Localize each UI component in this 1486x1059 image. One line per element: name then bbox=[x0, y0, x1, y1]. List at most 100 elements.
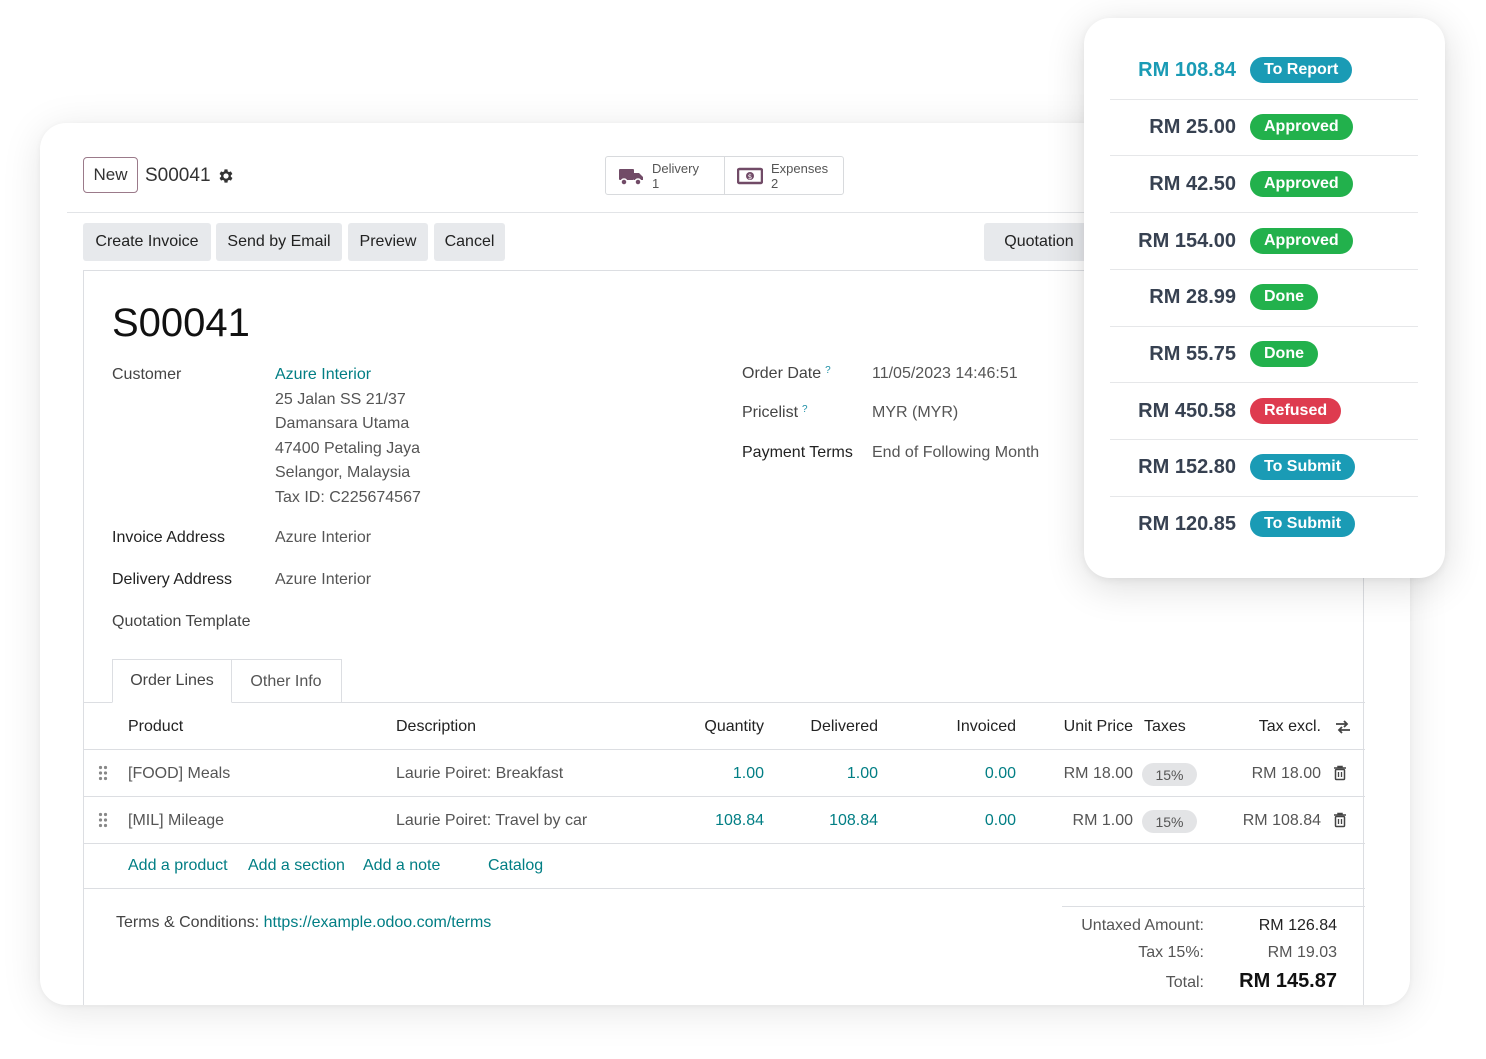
subtotal-cell: RM 18.00 bbox=[1251, 765, 1321, 782]
terms-label: Terms & Conditions: bbox=[116, 914, 260, 931]
pricelist-field[interactable]: MYR (MYR) bbox=[872, 404, 959, 421]
status-badge: Refused bbox=[1250, 398, 1342, 424]
send-by-email-button[interactable]: Send by Email bbox=[216, 223, 342, 261]
tab-divider bbox=[84, 702, 1365, 703]
row-divider bbox=[1110, 496, 1418, 497]
trash-icon[interactable] bbox=[1333, 812, 1347, 828]
expense-row[interactable]: RM 42.50 Approved bbox=[1110, 156, 1418, 212]
delivered-cell[interactable]: 1.00 bbox=[846, 765, 878, 782]
gear-icon[interactable] bbox=[217, 167, 235, 185]
row-divider bbox=[1110, 382, 1418, 383]
expense-row[interactable]: RM 28.99 Done bbox=[1110, 269, 1418, 325]
row-divider bbox=[84, 749, 1365, 750]
invoice-address-field[interactable]: Azure Interior bbox=[275, 529, 372, 546]
row-divider bbox=[1110, 212, 1418, 213]
expense-amount: RM 154.00 bbox=[1138, 229, 1236, 252]
quotation-template-label: Quotation Template bbox=[112, 613, 251, 630]
expense-row[interactable]: RM 25.00 Approved bbox=[1110, 99, 1418, 155]
tax-label: Tax 15%: bbox=[1138, 944, 1204, 961]
help-icon[interactable]: ? bbox=[802, 404, 808, 415]
expense-row[interactable]: RM 55.75 Done bbox=[1110, 326, 1418, 382]
tab-other-info[interactable]: Other Info bbox=[231, 659, 342, 703]
totals-divider bbox=[1062, 906, 1365, 907]
col-description[interactable]: Description bbox=[396, 718, 477, 735]
create-invoice-button[interactable]: Create Invoice bbox=[83, 223, 211, 261]
terms-link[interactable]: https://example.odoo.com/terms bbox=[263, 914, 492, 931]
tax-id: Tax ID: C225674567 bbox=[275, 488, 421, 506]
status-badge: To Submit bbox=[1250, 454, 1356, 480]
truck-icon bbox=[619, 168, 643, 186]
delivery-label: Delivery bbox=[652, 160, 699, 176]
col-product[interactable]: Product bbox=[128, 718, 184, 735]
invoiced-cell[interactable]: 0.00 bbox=[984, 765, 1016, 782]
column-settings-icon[interactable] bbox=[1334, 719, 1352, 735]
delivered-cell[interactable]: 108.84 bbox=[829, 812, 878, 829]
expense-row[interactable]: RM 120.85 To Submit bbox=[1110, 496, 1418, 552]
col-invoiced[interactable]: Invoiced bbox=[956, 718, 1016, 735]
expense-amount: RM 28.99 bbox=[1149, 285, 1236, 308]
help-icon[interactable]: ? bbox=[825, 365, 831, 376]
description-cell[interactable]: Laurie Poiret: Breakfast bbox=[396, 765, 564, 782]
expense-row[interactable]: RM 152.80 To Submit bbox=[1110, 439, 1418, 495]
status-badge: To Report bbox=[1250, 57, 1353, 83]
untaxed-label: Untaxed Amount: bbox=[1081, 917, 1204, 934]
total-label: Total: bbox=[1165, 974, 1204, 991]
order-date-field[interactable]: 11/05/2023 14:46:51 bbox=[872, 365, 1018, 382]
delivery-smart-button[interactable]: Delivery 1 bbox=[606, 157, 724, 194]
delivery-address-field[interactable]: Azure Interior bbox=[275, 571, 372, 588]
drag-handle-icon[interactable] bbox=[98, 812, 108, 828]
unit-price-cell[interactable]: RM 18.00 bbox=[1063, 765, 1133, 782]
customer-label: Customer bbox=[112, 366, 182, 383]
expense-amount: RM 108.84 bbox=[1138, 58, 1236, 81]
tax-badge[interactable]: 15% bbox=[1142, 763, 1197, 786]
unit-price-cell[interactable]: RM 1.00 bbox=[1072, 812, 1133, 829]
expense-row[interactable]: RM 154.00 Approved bbox=[1110, 213, 1418, 269]
tax-badge[interactable]: 15% bbox=[1142, 810, 1197, 833]
payment-terms-label: Payment Terms bbox=[742, 444, 853, 461]
order-date-label: Order Date? bbox=[742, 365, 831, 382]
preview-button[interactable]: Preview bbox=[348, 223, 428, 261]
delivery-address-label: Delivery Address bbox=[112, 571, 233, 588]
row-divider bbox=[1110, 326, 1418, 327]
expense-amount: RM 42.50 bbox=[1149, 172, 1236, 195]
quantity-cell[interactable]: 108.84 bbox=[715, 812, 764, 829]
status-badge: Done bbox=[1250, 341, 1318, 367]
catalog-link[interactable]: Catalog bbox=[488, 857, 544, 874]
expenses-smart-button[interactable]: $ Expenses 2 bbox=[724, 157, 843, 194]
svg-text:$: $ bbox=[748, 173, 752, 181]
customer-block: Azure Interior 25 Jalan SS 21/37 Damansa… bbox=[275, 363, 421, 510]
product-cell[interactable]: [FOOD] Meals bbox=[128, 765, 231, 782]
col-quantity[interactable]: Quantity bbox=[704, 718, 764, 735]
cancel-button[interactable]: Cancel bbox=[434, 223, 505, 261]
add-product-link[interactable]: Add a product bbox=[128, 857, 228, 874]
col-delivered[interactable]: Delivered bbox=[810, 718, 878, 735]
add-note-link[interactable]: Add a note bbox=[363, 857, 441, 874]
row-divider bbox=[84, 843, 1365, 844]
subtotal-cell: RM 108.84 bbox=[1242, 812, 1321, 829]
status-badge: Done bbox=[1250, 284, 1318, 310]
invoice-address-label: Invoice Address bbox=[112, 529, 225, 546]
invoiced-cell[interactable]: 0.00 bbox=[984, 812, 1016, 829]
address-line: Damansara Utama bbox=[275, 415, 410, 432]
description-cell[interactable]: Laurie Poiret: Travel by car bbox=[396, 812, 588, 829]
add-section-link[interactable]: Add a section bbox=[248, 857, 345, 874]
expense-row[interactable]: RM 450.58 Refused bbox=[1110, 383, 1418, 439]
smart-buttons: Delivery 1 $ Expenses 2 bbox=[605, 156, 844, 195]
expenses-count: 2 bbox=[771, 175, 779, 191]
tab-order-lines[interactable]: Order Lines bbox=[112, 659, 232, 703]
pricelist-label: Pricelist? bbox=[742, 404, 808, 421]
expenses-popup: RM 108.84 To Report RM 25.00 Approved RM… bbox=[1084, 18, 1445, 578]
new-button[interactable]: New bbox=[83, 157, 138, 193]
payment-terms-field[interactable]: End of Following Month bbox=[872, 444, 1040, 461]
product-cell[interactable]: [MIL] Mileage bbox=[128, 812, 225, 829]
quantity-cell[interactable]: 1.00 bbox=[732, 765, 764, 782]
trash-icon[interactable] bbox=[1333, 765, 1347, 781]
status-quotation[interactable]: Quotation bbox=[984, 223, 1094, 261]
drag-handle-icon[interactable] bbox=[98, 765, 108, 781]
status-badge: Approved bbox=[1250, 114, 1353, 140]
expense-row[interactable]: RM 108.84 To Report bbox=[1110, 42, 1418, 98]
customer-link[interactable]: Azure Interior bbox=[275, 366, 372, 383]
col-unit-price[interactable]: Unit Price bbox=[1063, 718, 1133, 735]
col-taxes[interactable]: Taxes bbox=[1144, 718, 1186, 735]
col-tax-excl[interactable]: Tax excl. bbox=[1258, 718, 1321, 735]
